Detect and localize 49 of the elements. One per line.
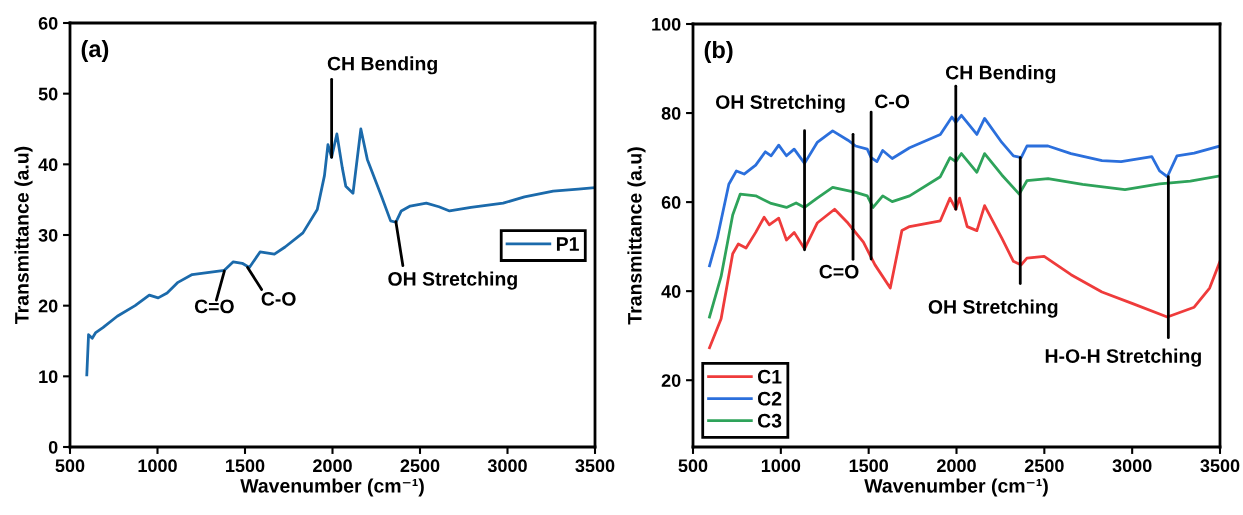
y-tick-label: 60 xyxy=(38,16,58,30)
x-tick-label: 3500 xyxy=(575,459,615,473)
annotation: (b) xyxy=(704,40,733,63)
legend-label: P1 xyxy=(556,237,579,251)
y-axis-title: Transmittance (a.u) xyxy=(14,146,33,324)
y-tick-label: 60 xyxy=(661,196,681,209)
annotation: CH Bending xyxy=(327,56,437,75)
x-tick-label: 1000 xyxy=(138,459,177,473)
y-tick-label: 20 xyxy=(38,299,58,313)
x-tick-label: 2000 xyxy=(937,459,976,473)
y-tick-label: 30 xyxy=(38,228,58,242)
line-series xyxy=(708,152,1220,319)
x-tick-label: 1500 xyxy=(849,459,889,473)
x-tick-label: 3000 xyxy=(1112,459,1152,473)
y-tick-label: 10 xyxy=(39,370,58,384)
x-tick-label: 1500 xyxy=(226,459,265,473)
x-tick-label: 1000 xyxy=(761,459,801,473)
annotation: H-O-H Stretching xyxy=(1045,348,1201,367)
x-axis-title: Wavenumber (cm⁻¹) xyxy=(864,478,1048,497)
annotation: C-O xyxy=(875,94,910,109)
x-axis-title: Wavenumber (cm⁻¹) xyxy=(240,478,424,497)
annotation: C-O xyxy=(261,291,296,306)
legend-label: C1 xyxy=(757,369,782,384)
y-axis-title: Transmittance (a.u) xyxy=(627,147,646,325)
x-tick-label: 2500 xyxy=(400,459,440,473)
x-tick-label: 2000 xyxy=(313,459,352,473)
annotation: OH Stretching xyxy=(715,94,845,113)
annotation: C=O xyxy=(194,299,234,314)
y-tick-label: 80 xyxy=(661,106,681,120)
line-series xyxy=(708,196,1220,350)
y-tick-label: 40 xyxy=(661,285,681,298)
annotation: OH Stretching xyxy=(928,299,1058,318)
annotation: (a) xyxy=(81,39,109,62)
x-tick-label: 3000 xyxy=(487,459,527,473)
y-tick-label: 0 xyxy=(48,440,58,454)
legend-label: C3 xyxy=(757,413,782,428)
annotation: CH Bending xyxy=(945,65,1056,84)
y-tick-label: 100 xyxy=(652,17,681,31)
x-tick-label: 2500 xyxy=(1024,459,1064,473)
y-tick-label: 20 xyxy=(661,374,681,387)
annotation: C=O xyxy=(819,264,859,279)
y-tick-label: 40 xyxy=(38,158,58,172)
line-series xyxy=(85,127,595,377)
x-tick-label: 500 xyxy=(55,459,85,473)
x-tick-label: 3500 xyxy=(1200,459,1240,473)
x-tick-label: 500 xyxy=(678,459,708,473)
annotation: OH Stretching xyxy=(388,271,517,290)
legend-label: C2 xyxy=(757,391,782,406)
y-tick-label: 50 xyxy=(38,87,58,101)
